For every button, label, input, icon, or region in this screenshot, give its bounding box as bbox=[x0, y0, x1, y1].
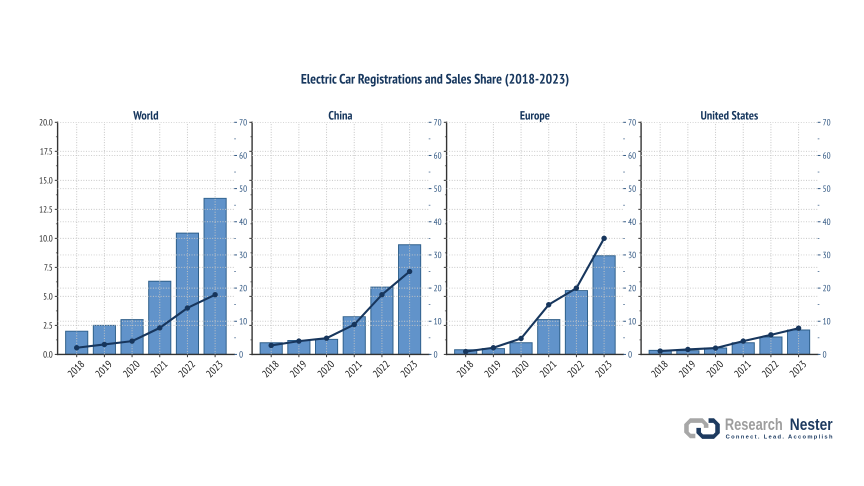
svg-text:Connect. Lead. Accomplish: Connect. Lead. Accomplish bbox=[726, 434, 833, 440]
svg-text:Nester: Nester bbox=[790, 416, 833, 434]
svg-text:Research: Research bbox=[725, 416, 783, 434]
